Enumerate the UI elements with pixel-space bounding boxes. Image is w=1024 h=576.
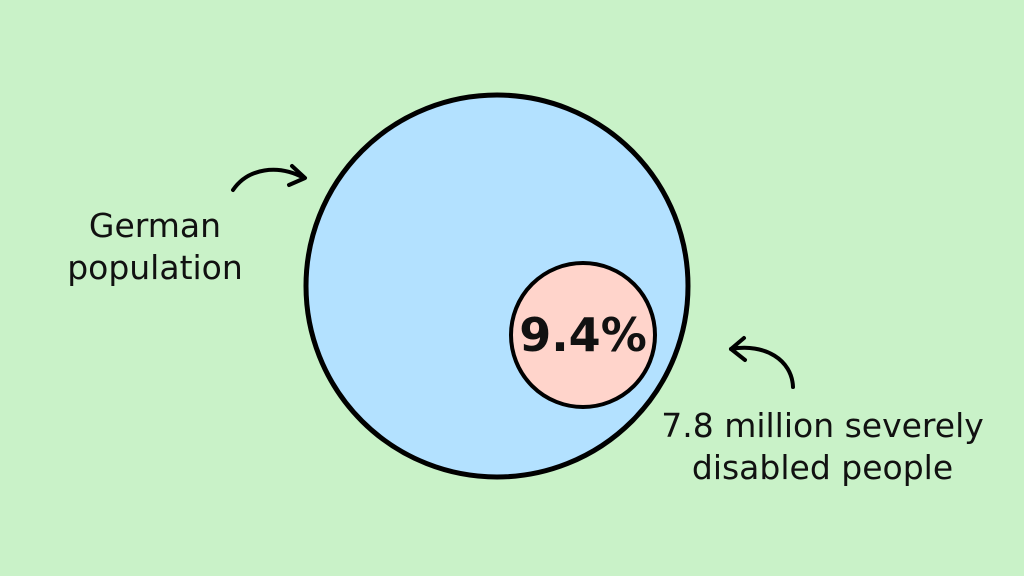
german-population-label: German population bbox=[67, 206, 243, 287]
percentage-label: 9.4% bbox=[519, 308, 647, 362]
arrow-to-inner-circle-icon bbox=[729, 336, 795, 389]
disabled-people-label: 7.8 million severely disabled people bbox=[661, 406, 984, 487]
arrow-to-outer-circle-icon bbox=[231, 164, 307, 192]
disabled-people-circle bbox=[509, 261, 657, 409]
